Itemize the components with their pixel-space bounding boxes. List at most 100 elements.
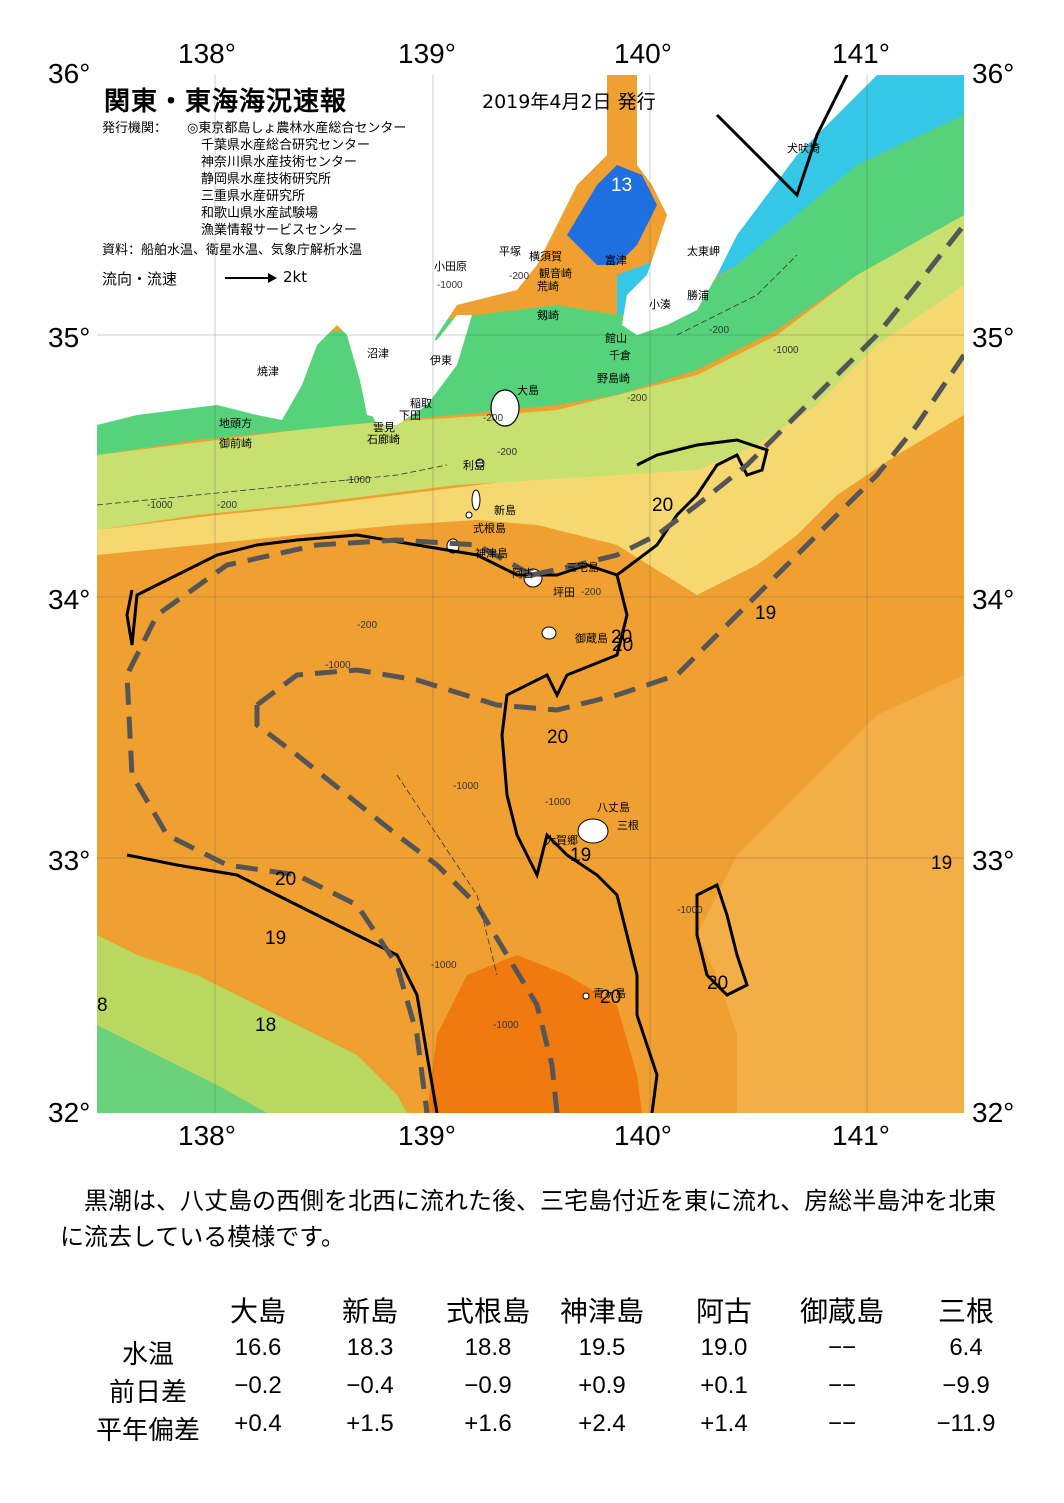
map-canvas <box>97 75 964 1113</box>
isotherm-label: 19 <box>265 928 287 949</box>
isotherm-label: 20 <box>600 987 622 1008</box>
tokyo-bay-cold-water <box>567 165 657 265</box>
lat-label-33-right: 33° <box>972 845 1015 876</box>
isotherm-20-east-loop <box>695 882 749 997</box>
place-label: 御前崎 <box>219 437 252 450</box>
kuroshio-axis-loop <box>124 537 534 1113</box>
table-cell: +1.4 <box>700 1410 748 1437</box>
lat-lon-grid <box>97 75 964 1113</box>
table-cell: +2.4 <box>578 1410 626 1437</box>
table-cell: +1.6 <box>464 1410 512 1437</box>
depth-label: -1000 <box>453 781 479 792</box>
table-cell: −9.9 <box>942 1372 990 1399</box>
depth-label: -1000 <box>431 960 457 971</box>
table-cell: −11.9 <box>936 1410 996 1437</box>
place-label: 横須賀 <box>529 250 562 263</box>
place-label: 阿古 <box>512 567 534 580</box>
isotherm-20 <box>125 533 659 1113</box>
place-label: 小田原 <box>434 260 467 273</box>
warm-east-area <box>697 675 964 1113</box>
place-label: 利島 <box>463 459 485 472</box>
isotherm-label: 19 <box>931 853 953 874</box>
place-label: 八丈島 <box>597 801 630 814</box>
place-label: 館山 <box>605 332 627 345</box>
place-label: 大賀郷 <box>545 834 578 847</box>
depth-label: -1000 <box>345 475 371 486</box>
isotherm-20-north <box>616 438 769 577</box>
transition-water-area <box>97 275 964 595</box>
row-label: 平年偏差 <box>95 1415 200 1445</box>
place-label: 太東岬 <box>687 245 720 258</box>
issuer-3: 神奈川県水産技術センター <box>201 155 358 170</box>
mikurajima-island <box>541 626 557 640</box>
kuroshio-description: 黒潮は、八丈島の西側を北西に流れた後、三宅島付近を東に流れ、房総半島沖を北東に流… <box>60 1187 997 1251</box>
honshu-land <box>97 75 607 425</box>
place-label: 三宅島 <box>566 561 599 574</box>
row-label: 水温 <box>121 1339 174 1369</box>
issuer-5: 三重県水産研究所 <box>201 189 306 204</box>
depth-label: -1000 <box>773 345 799 356</box>
table-cell: 18.8 <box>464 1334 512 1361</box>
place-label: 新島 <box>494 504 516 517</box>
depth-label: -200 <box>483 413 504 424</box>
lat-label-34-right: 34° <box>972 584 1015 615</box>
table-cell: 16.6 <box>234 1334 282 1361</box>
place-label: 三根 <box>617 819 639 832</box>
column-header: 御蔵島 <box>799 1296 884 1327</box>
place-label: 御蔵島 <box>575 632 608 645</box>
table-cell: +1.5 <box>346 1410 394 1437</box>
table-cell: −− <box>827 1334 857 1361</box>
issuer-6: 和歌山県水産試験場 <box>201 206 319 221</box>
table-cell: +0.9 <box>578 1372 626 1399</box>
column-header: 阿古 <box>695 1296 752 1327</box>
isotherm-label: 20 <box>612 635 634 656</box>
place-label: 千倉 <box>609 349 631 362</box>
depth-label: -200 <box>497 447 518 458</box>
depth-contour-boso <box>676 254 798 336</box>
table-header-row: 大島 新島 式根島 神津島 阿古 御蔵島 三根 <box>68 1290 1028 1330</box>
lat-label-35-right: 35° <box>972 322 1015 353</box>
column-header: 三根 <box>937 1296 994 1327</box>
isotherm-north-coast <box>715 75 849 198</box>
issuer-1: ◎東京都島しょ農林水産総合センター <box>187 121 407 136</box>
column-header: 大島 <box>229 1296 286 1327</box>
place-label: 式根島 <box>473 522 506 535</box>
lon-label-138-bottom: 138° <box>178 1120 236 1151</box>
place-label: 坪田 <box>553 586 575 599</box>
lon-label-140-top: 140° <box>614 38 672 69</box>
place-label: 小湊 <box>649 298 671 311</box>
lat-label-35-left: 35° <box>48 322 91 353</box>
hachijojima-island <box>577 818 609 844</box>
column-header: 新島 <box>341 1296 398 1327</box>
cool-water-area <box>97 115 964 455</box>
table-cell: 19.5 <box>578 1334 626 1361</box>
depth-label: -200 <box>357 620 378 631</box>
table-cell: 19.0 <box>700 1334 748 1361</box>
isotherm-label: 19 <box>570 845 592 866</box>
place-label: 伊東 <box>430 354 452 367</box>
place-label: 剱崎 <box>537 309 559 322</box>
lon-label-141-bottom: 141° <box>832 1120 890 1151</box>
column-header: 式根島 <box>445 1296 530 1327</box>
isotherm-label: 20 <box>547 727 569 748</box>
depth-label: -1000 <box>325 660 351 671</box>
izu-peninsula-land <box>347 315 472 425</box>
table-row: 平年偏差 +0.4 +1.5 +1.6 +2.4 +1.4 −− −11.9 <box>68 1410 1028 1450</box>
lat-label-36-right: 36° <box>972 58 1015 89</box>
place-label: 荒崎 <box>537 280 559 293</box>
isotherm-label: 18 <box>255 1015 277 1036</box>
place-label: 下田 <box>399 409 421 422</box>
isotherm-label: 20 <box>707 973 729 994</box>
southwest-cold-area <box>97 1025 267 1113</box>
depth-label: -1000 <box>147 500 173 511</box>
isotherm-label: 19 <box>755 603 777 624</box>
depth-label: -200 <box>217 500 238 511</box>
isotherm-label: 20 <box>652 495 674 516</box>
sea-temperature-map: 関東・東海海況速報 2019年4月2日 発行 発行機関： ◎東京都島しょ農林水産… <box>97 75 964 1113</box>
isotherm-label: 20 <box>275 869 297 890</box>
issuer-4: 静岡県水産技術研究所 <box>201 172 332 187</box>
lon-label-140-bottom: 140° <box>614 1120 672 1151</box>
flow-arrow-icon <box>225 273 277 283</box>
flow-legend-label: 流向・流速 <box>102 270 178 288</box>
depth-label: -1000 <box>677 905 703 916</box>
